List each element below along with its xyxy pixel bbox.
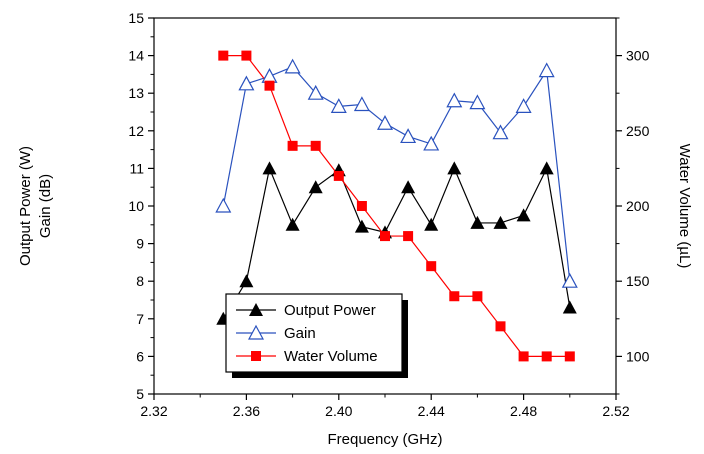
water-volume-point bbox=[495, 321, 506, 332]
legend-marker-output-power bbox=[249, 303, 263, 316]
x-tick-label: 2.52 bbox=[602, 403, 629, 419]
y-right-tick-label: 300 bbox=[626, 48, 650, 64]
gain-point bbox=[469, 94, 486, 110]
y-right-tick-label: 100 bbox=[626, 348, 650, 364]
output-power-line bbox=[222, 166, 571, 320]
legend-marker-gain bbox=[247, 324, 265, 340]
output-power-point bbox=[354, 219, 369, 233]
legend-label-gain: Gain bbox=[284, 325, 316, 342]
x-tick-label: 2.32 bbox=[140, 403, 167, 419]
x-tick-label: 2.40 bbox=[325, 403, 352, 419]
output-power-point bbox=[539, 161, 554, 175]
y-right-tick-label: 200 bbox=[626, 198, 650, 214]
y-left-tick-label: 9 bbox=[136, 236, 144, 252]
output-power-point bbox=[493, 215, 508, 229]
y-right-tick-label: 150 bbox=[626, 273, 650, 289]
water-volume-point bbox=[241, 50, 252, 61]
output-power-point bbox=[516, 208, 531, 222]
series-markers bbox=[215, 50, 578, 362]
gain-point bbox=[284, 58, 301, 74]
gain-point bbox=[376, 115, 394, 130]
y-left-tick-label: 5 bbox=[136, 386, 144, 402]
x-tick-label: 2.36 bbox=[233, 403, 260, 419]
water-volume-point bbox=[264, 80, 275, 91]
legend: Output Power Gain Water Volume bbox=[225, 293, 408, 378]
legend-label-output-power: Output Power bbox=[284, 302, 376, 319]
output-power-point bbox=[424, 217, 439, 231]
y-left-tick-label: 8 bbox=[136, 273, 144, 289]
water-volume-point bbox=[310, 140, 321, 151]
output-power-point bbox=[285, 217, 300, 231]
y-left-tick-label: 10 bbox=[128, 198, 144, 214]
gain-point bbox=[307, 84, 324, 100]
water-volume-point bbox=[218, 50, 229, 61]
gain-point bbox=[515, 98, 532, 113]
water-volume-point bbox=[541, 351, 552, 362]
x-tick-label: 2.48 bbox=[510, 403, 537, 419]
gain-point bbox=[261, 68, 278, 83]
y-left-tick-label: 7 bbox=[136, 311, 144, 327]
y-axis-right-label: Water Volume (µL) bbox=[676, 144, 693, 269]
y-axis-left-label-line1: Output Power (W) bbox=[17, 146, 34, 266]
output-power-point bbox=[447, 161, 462, 175]
series-lines bbox=[222, 54, 571, 357]
output-power-point bbox=[308, 180, 323, 194]
y-left-tick-label: 6 bbox=[136, 348, 144, 364]
water-volume-point bbox=[449, 291, 460, 302]
y-left-tick-label: 11 bbox=[129, 160, 144, 176]
gain-point bbox=[538, 62, 555, 78]
legend-marker-water-volume bbox=[251, 351, 261, 361]
gain-point bbox=[215, 197, 232, 213]
water-volume-point bbox=[426, 261, 437, 272]
output-power-point bbox=[401, 180, 416, 194]
y-left-tick-label: 14 bbox=[128, 48, 144, 64]
gain-point bbox=[330, 98, 347, 113]
output-power-point bbox=[562, 300, 577, 314]
gain-point bbox=[238, 75, 255, 91]
y-right-tick-label: 250 bbox=[626, 123, 650, 139]
x-tick-label: 2.44 bbox=[418, 403, 445, 419]
gain-point bbox=[400, 128, 417, 144]
axis-ticks: 2.32 2.36 2.40 2.44 2.48 2.52 5 6 7 8 9 10 11 12 13 14 1… bbox=[128, 10, 649, 419]
gain-point bbox=[446, 92, 463, 108]
gain-point bbox=[353, 96, 370, 112]
water-volume-point bbox=[518, 351, 529, 362]
y-axis-left-label-line2: Gain (dB) bbox=[37, 174, 54, 238]
output-power-point bbox=[470, 215, 485, 229]
water-volume-point bbox=[356, 201, 367, 211]
gain-line bbox=[222, 66, 571, 282]
y-left-tick-label: 15 bbox=[128, 10, 144, 26]
x-axis-label: Frequency (GHz) bbox=[327, 431, 442, 448]
water-volume-point bbox=[380, 231, 390, 242]
output-power-point bbox=[262, 161, 277, 175]
output-power-point bbox=[239, 274, 254, 288]
y-left-tick-label: 13 bbox=[128, 85, 144, 101]
water-volume-point bbox=[287, 140, 298, 151]
water-volume-point bbox=[472, 291, 483, 302]
gain-point bbox=[492, 124, 509, 140]
water-volume-point bbox=[403, 231, 414, 242]
water-volume-line bbox=[223, 54, 570, 357]
gain-point bbox=[423, 135, 440, 151]
water-volume-point bbox=[333, 170, 344, 181]
y-left-tick-label: 12 bbox=[128, 123, 144, 139]
legend-label-water-volume: Water Volume bbox=[284, 348, 378, 365]
water-volume-point bbox=[564, 351, 575, 362]
gain-point bbox=[561, 272, 578, 288]
